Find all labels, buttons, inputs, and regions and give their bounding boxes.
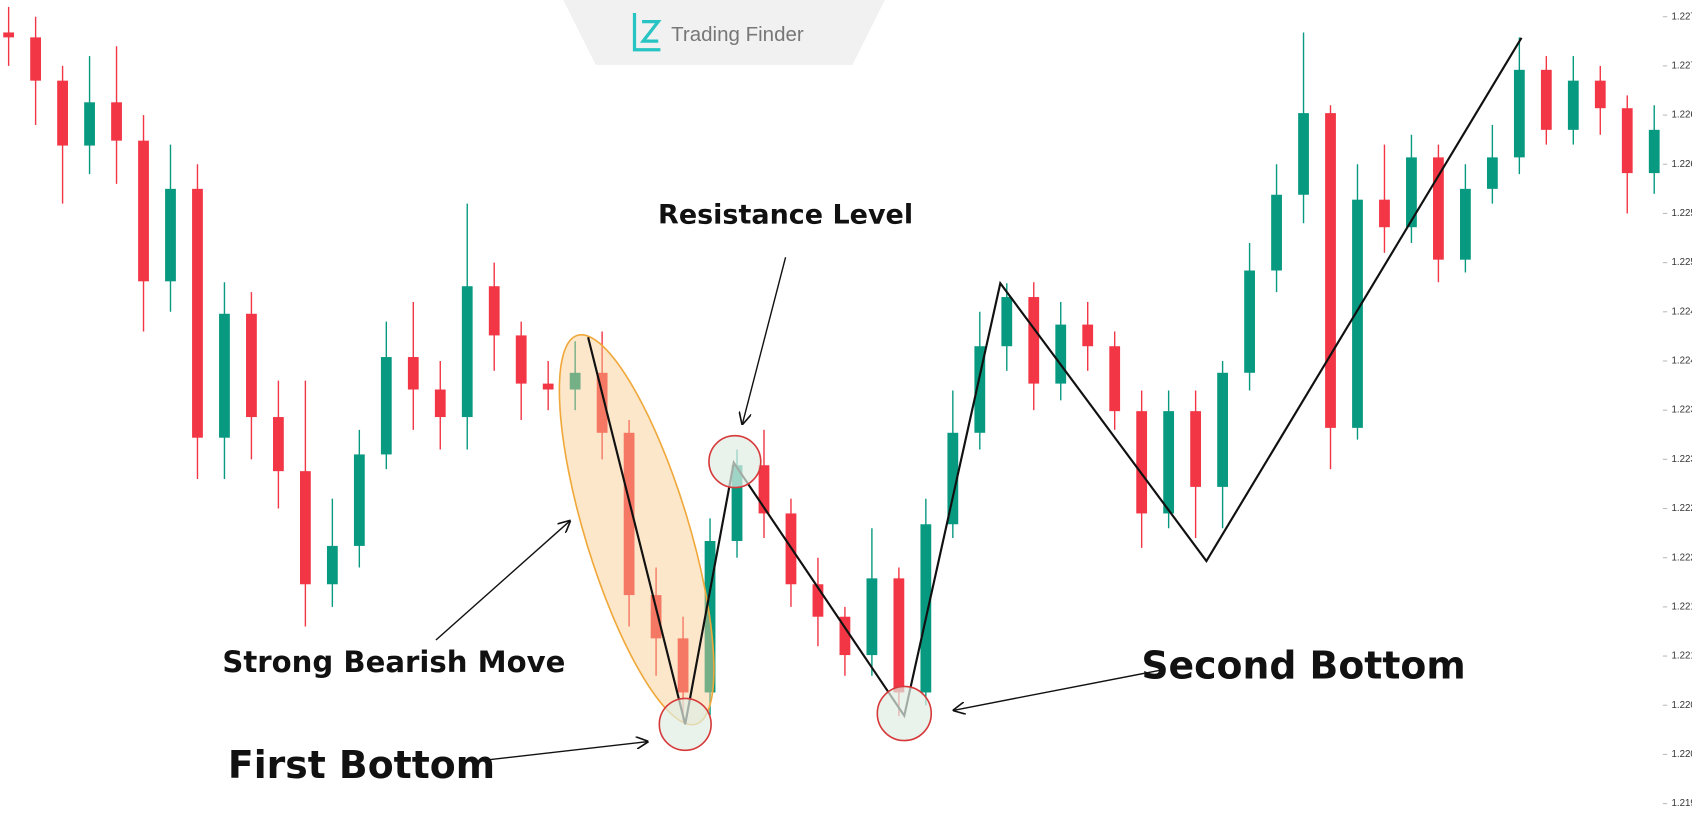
candle-body: [299, 471, 311, 585]
candle-body: [1486, 157, 1498, 189]
candle-body: [1028, 297, 1040, 384]
candle-body: [1459, 188, 1471, 260]
candle-body: [515, 335, 527, 384]
y-tick-label: 1.227: [1671, 60, 1692, 71]
y-tick-label: 1.222: [1671, 552, 1692, 563]
candle-body: [1513, 69, 1525, 158]
candle-body: [488, 286, 500, 336]
candle-body: [650, 595, 662, 639]
y-tick-label: 1.222: [1671, 503, 1692, 514]
second-bottom-circle: [876, 685, 933, 742]
logo-icon: [632, 12, 662, 52]
candle-body: [3, 32, 15, 38]
candle-body: [569, 372, 581, 390]
candle-body: [1082, 324, 1094, 347]
arrow: [476, 742, 647, 762]
candle-body: [1001, 297, 1013, 347]
y-tick-label: 1.223: [1671, 454, 1692, 465]
candle-body: [812, 584, 824, 617]
annotation: Second Bottom: [1141, 644, 1465, 688]
candle-body: [731, 465, 743, 541]
annotations-layer: Resistance Level Strong Bearish Move Fir…: [222, 37, 1523, 787]
candle-body: [407, 357, 419, 390]
candle-body: [1433, 157, 1444, 260]
candle-body: [1648, 129, 1660, 174]
candle-body: [1055, 324, 1067, 384]
candle-body: [920, 524, 932, 693]
annotation: First Bottom: [228, 743, 495, 787]
y-tick-label: 1.226: [1671, 159, 1692, 170]
candles: 1.227 1.227 1.226 1.226 1.225 1.225 1.224 1.224…: [3, 6, 1692, 809]
arrow: [435, 521, 570, 641]
candle-body: [326, 545, 338, 585]
y-tick-label: 1.225: [1671, 257, 1692, 268]
candle-body: [165, 188, 176, 282]
candle-body: [596, 372, 608, 433]
candle-body: [1406, 157, 1417, 228]
resistance-circle: [708, 434, 762, 489]
candle-body: [1298, 113, 1309, 195]
candle-body: [461, 286, 473, 418]
candle-body: [1109, 346, 1121, 412]
y-tick-label: 1.221: [1671, 601, 1692, 612]
candle-body: [219, 313, 230, 438]
y-tick-label: 1.224: [1671, 306, 1692, 317]
candle-body: [758, 465, 770, 514]
candle-body: [246, 313, 257, 418]
candle-body: [677, 638, 689, 693]
candle-body: [1379, 199, 1390, 228]
candle-body: [1594, 80, 1606, 109]
candle-body: [380, 357, 392, 455]
arrow: [954, 669, 1161, 710]
candle-body: [1621, 108, 1633, 174]
candle-body: [1136, 411, 1148, 514]
candle-body: [1163, 411, 1175, 514]
candle-body: [273, 417, 284, 472]
first-bottom-circle: [658, 697, 712, 752]
candle-body: [1244, 270, 1255, 373]
annotation: Resistance Level: [658, 200, 913, 231]
candle-body: [138, 140, 149, 282]
y-tick-label: 1.227: [1671, 11, 1692, 22]
candle-body: [1540, 69, 1552, 130]
candle-body: [84, 102, 95, 146]
y-tick-label: 1.225: [1671, 208, 1692, 219]
candle-body: [1325, 113, 1336, 428]
candle-body: [1217, 372, 1228, 487]
candle-body: [1567, 80, 1579, 130]
candle-body: [866, 578, 878, 656]
candle-body: [974, 346, 986, 433]
y-tick-label: 1.223: [1671, 405, 1692, 416]
candle-body: [111, 102, 122, 141]
candle-body: [839, 616, 851, 656]
candle-body: [1352, 199, 1363, 428]
annotation: Strong Bearish Move: [222, 645, 565, 679]
candle-body: [623, 432, 635, 596]
candle-body: [542, 383, 554, 390]
y-tick-label: 1.219: [1671, 798, 1692, 809]
y-tick-label: 1.220: [1671, 749, 1692, 760]
candle-body: [57, 80, 68, 146]
candle-body: [30, 37, 42, 81]
y-tick-label: 1.220: [1671, 700, 1692, 711]
y-tick-label: 1.221: [1671, 651, 1692, 662]
y-tick-label: 1.224: [1671, 356, 1692, 367]
y-tick-label: 1.226: [1671, 110, 1692, 121]
watermark-text: Trading Finder: [671, 23, 804, 46]
candle-body: [434, 389, 446, 418]
candle-body: [1190, 411, 1202, 487]
candle-body: [1271, 194, 1282, 271]
candle-body: [893, 578, 905, 693]
arrow: [742, 257, 787, 423]
watermark-banner: Trading Finder: [563, 0, 885, 65]
candle-body: [947, 432, 959, 525]
candle-body: [353, 454, 365, 546]
candle-body: [192, 188, 203, 438]
zigzag-line: [587, 37, 1523, 725]
